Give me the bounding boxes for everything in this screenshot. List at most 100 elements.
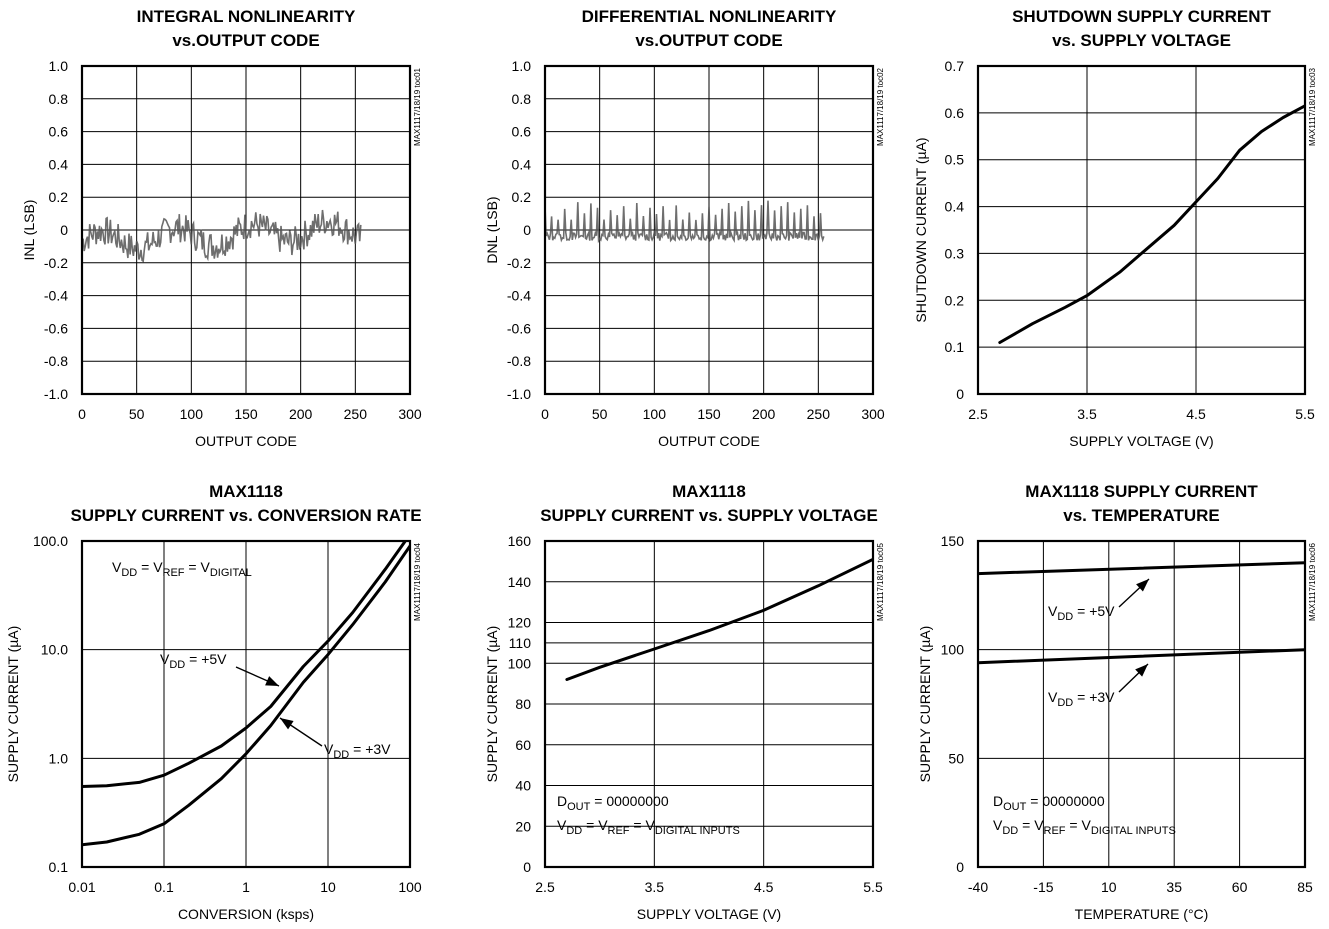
figure-tag: MAX1117/18/19 toc02	[876, 67, 885, 146]
y-tick-label: 140	[508, 574, 532, 590]
figure-tag: MAX1117/18/19 toc06	[1308, 542, 1317, 621]
y-tick-label: 120	[508, 615, 532, 631]
arrow-5v	[1118, 578, 1150, 608]
annotation-5v: VDD = +5V	[160, 651, 227, 671]
y-tick-label: 0.2	[49, 189, 69, 205]
y-tick-label: 0.2	[945, 292, 965, 308]
x-tick-label: 100	[398, 879, 422, 895]
y-tick-label: 0.1	[945, 339, 965, 355]
y-tick-label: 0.4	[512, 156, 532, 172]
chart-subtitle: SUPPLY CURRENT vs. SUPPLY VOLTAGE	[540, 506, 878, 525]
chart-subtitle: vs.OUTPUT CODE	[635, 31, 782, 50]
y-tick-label: 0	[956, 386, 964, 402]
x-tick-label: 200	[289, 406, 313, 422]
x-tick-label: 10	[1101, 879, 1117, 895]
plot-frame	[543, 539, 875, 869]
series-line-1	[998, 104, 1305, 344]
x-tick-label: -40	[968, 879, 988, 895]
y-axis-label: SHUTDOWN CURRENT (µA)	[913, 137, 929, 322]
x-tick-label: 300	[861, 406, 885, 422]
x-tick-label: 3.5	[1077, 406, 1097, 422]
x-axis-label: TEMPERATURE (°C)	[1075, 906, 1209, 922]
chart-title: MAX1118	[209, 482, 283, 501]
y-tick-label: 0	[523, 859, 531, 875]
x-tick-label: 200	[752, 406, 776, 422]
chart-6: MAX1118 SUPPLY CURRENT vs. TEMPERATURE -40…	[917, 482, 1317, 922]
x-tick-label: 100	[180, 406, 204, 422]
chart-subtitle: SUPPLY CURRENT vs. CONVERSION RATE	[70, 506, 421, 525]
annotation-vdd-vref: VDD = VREF = VDIGITAL INPUTS	[557, 817, 740, 837]
x-tick-label: 50	[129, 406, 145, 422]
y-tick-label: -0.4	[507, 288, 531, 304]
x-tick-label: 0	[541, 406, 549, 422]
grid	[82, 541, 410, 867]
y-axis-label: SUPPLY CURRENT (µA)	[917, 626, 933, 783]
y-tick-label: 0.6	[512, 124, 532, 140]
y-tick-label: 40	[515, 778, 531, 794]
y-tick-label: 0.8	[49, 91, 69, 107]
x-axis-label: SUPPLY VOLTAGE (V)	[637, 906, 781, 922]
y-tick-label: 0	[523, 222, 531, 238]
y-tick-label: 100	[941, 642, 965, 658]
chart-4: MAX1118 SUPPLY CURRENT vs. CONVERSION RAT…	[5, 482, 422, 922]
plot-frame	[976, 64, 1307, 396]
x-tick-label: 250	[344, 406, 368, 422]
noise-trace	[81, 209, 362, 263]
x-tick-label: 150	[697, 406, 721, 422]
chart-title: MAX1118 SUPPLY CURRENT	[1025, 482, 1258, 501]
y-tick-label: 0.6	[945, 105, 965, 121]
grid	[82, 66, 410, 394]
chart-2: DIFFERENTIAL NONLINEARITY vs.OUTPUT CODE 0…	[484, 7, 885, 449]
y-tick-label: 0.4	[49, 156, 69, 172]
x-axis-label: OUTPUT CODE	[195, 433, 297, 449]
y-tick-label: -0.8	[44, 353, 68, 369]
y-tick-label: 0.5	[945, 152, 965, 168]
x-tick-label: 2.5	[968, 406, 988, 422]
series-line-1	[565, 557, 873, 681]
chart-subtitle: vs. SUPPLY VOLTAGE	[1052, 31, 1231, 50]
y-tick-label: 1.0	[49, 750, 69, 766]
plot-frame	[543, 64, 875, 396]
x-tick-label: 50	[592, 406, 608, 422]
y-tick-label: 0.8	[512, 91, 532, 107]
y-tick-label: 0.2	[512, 189, 532, 205]
x-tick-label: 4.5	[754, 879, 774, 895]
figure-tag: MAX1117/18/19 toc03	[1308, 67, 1317, 146]
y-tick-label: -1.0	[44, 386, 68, 402]
annotation-3v: VDD = +3V	[324, 741, 391, 761]
x-tick-label: 60	[1232, 879, 1248, 895]
y-tick-label: -0.4	[44, 288, 68, 304]
y-axis-label: SUPPLY CURRENT (µA)	[484, 626, 500, 783]
grid	[545, 66, 873, 394]
y-tick-label: 1.0	[512, 58, 532, 74]
x-tick-label: 10	[320, 879, 336, 895]
y-tick-label: 0.7	[945, 58, 965, 74]
series-line-1	[978, 561, 1305, 576]
y-tick-label: 1.0	[49, 58, 69, 74]
series-line-1	[82, 541, 408, 788]
figure-tag: MAX1117/18/19 toc04	[413, 542, 422, 621]
y-tick-label: 0.1	[49, 859, 69, 875]
y-axis-label: SUPPLY CURRENT (µA)	[5, 626, 21, 783]
series-line-2	[978, 648, 1305, 665]
x-tick-label: -15	[1033, 879, 1053, 895]
series-line-2	[82, 544, 410, 847]
y-tick-label: 110	[509, 635, 532, 651]
x-tick-label: 1	[242, 879, 250, 895]
y-tick-label: -1.0	[507, 386, 531, 402]
y-tick-label: 0.6	[49, 124, 69, 140]
y-tick-label: 50	[948, 750, 964, 766]
x-tick-label: 5.5	[863, 879, 883, 895]
annotation-vdd-vref: VDD = VREF = VDIGITAL	[112, 559, 252, 579]
plot-frame	[80, 64, 412, 396]
y-axis-label: DNL (LSB)	[484, 196, 500, 263]
figure-tag: MAX1117/18/19 toc05	[876, 542, 885, 621]
x-tick-label: 0.1	[154, 879, 174, 895]
arrow-5v	[235, 666, 280, 687]
grid	[978, 66, 1305, 394]
annotation-dout: DOUT = 00000000	[993, 793, 1105, 813]
y-tick-label: 100	[508, 655, 532, 671]
x-tick-label: 3.5	[645, 879, 665, 895]
annotation-vdd-vref: VDD = VREF = VDIGITAL INPUTS	[993, 817, 1176, 837]
x-tick-label: 250	[807, 406, 831, 422]
